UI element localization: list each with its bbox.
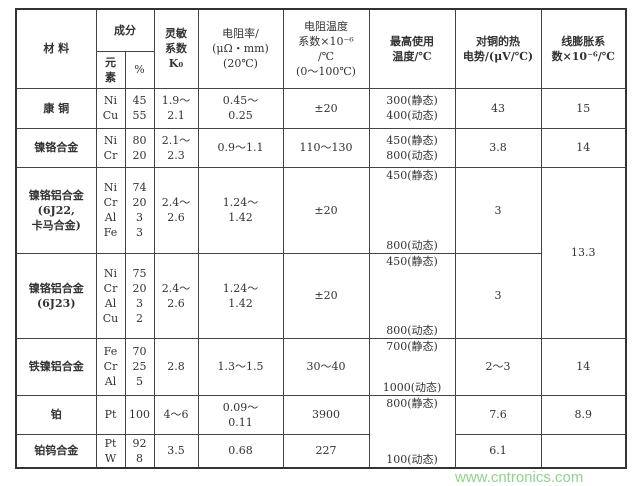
max-temp-static: 700(静态)	[386, 339, 438, 353]
elements: Pt	[95, 394, 126, 436]
resistivity: 0.09～ 0.11	[197, 394, 284, 436]
material: 铁镍铝合金	[15, 337, 97, 396]
expansion: 13.3	[540, 166, 627, 339]
thermo-emf: 3.8	[454, 127, 542, 168]
resistivity: 0.9～1.1	[197, 127, 284, 168]
resistivity: 1.3～1.5	[197, 337, 284, 396]
header-expansion: 线膨胀系 数×10⁻⁶/℃	[540, 8, 627, 89]
k0: 2.4～ 2.6	[153, 252, 199, 339]
temp-coeff: 3900	[282, 394, 370, 436]
table-row: 镍铬铝合金 (6J22, 卡马合金) Ni Cr Al Fe 74 20 3 3…	[15, 166, 627, 339]
resistivity: 1.24～ 1.42	[197, 166, 284, 254]
header-material: 材 料	[15, 8, 97, 89]
elements: Fe Cr Al	[95, 337, 126, 396]
header-max-temp: 最高使用 温度/℃	[368, 8, 456, 89]
watermark-url: www.cntronics.com	[455, 469, 584, 486]
max-temp-static: 800(静态)	[386, 396, 438, 410]
material: 镍铬铝合金 (6J23)	[15, 252, 97, 339]
max-temp: 450(静态) 800(动态)	[368, 127, 456, 168]
elements: Ni Cu	[95, 87, 126, 129]
max-temp-dynamic: 800(动态)	[386, 323, 438, 337]
percents: 92 8	[124, 434, 155, 468]
header-composition: 成分	[95, 8, 155, 52]
expansion: 8.9	[540, 394, 627, 436]
header-row: 材 料 成分 灵敏 系数 K₀ 电阻率/ (μΩ・mm) (20℃) 电阻温度 …	[15, 8, 627, 89]
percents: 70 25 5	[124, 337, 155, 396]
elements: Ni Cr Al Cu	[95, 252, 126, 339]
thermo-emf: 6.1	[454, 434, 542, 468]
elements: Ni Cr	[95, 127, 126, 168]
max-temp-static: 450(静态)	[386, 254, 438, 268]
material: 铂	[15, 394, 97, 436]
subheader-row: 元 素 %	[16, 50, 626, 89]
table-row: 镍铬合金 Ni Cr 80 20 2.1～ 2.3 0.9～1.1 110～13…	[15, 127, 627, 168]
temp-coeff: 110～130	[282, 127, 370, 168]
header-element: 元 素	[95, 50, 126, 89]
max-temp-dynamic: 1000(动态)	[382, 380, 442, 394]
expansion	[540, 434, 627, 468]
elements: Pt W	[95, 434, 126, 468]
alloy-properties-table: 材 料 成分 灵敏 系数 K₀ 电阻率/ (μΩ・mm) (20℃) 电阻温度 …	[15, 8, 627, 469]
k0: 4～6	[153, 394, 199, 436]
expansion: 14	[540, 337, 627, 396]
k0: 2.4～ 2.6	[153, 166, 199, 254]
max-temp-static: 450(静态)	[386, 168, 438, 182]
percents: 80 20	[124, 127, 155, 168]
expansion: 15	[540, 87, 627, 129]
k0: 3.5	[153, 434, 199, 468]
table-row: 铂钨合金 Pt W 92 8 3.5 0.68 227 6.1	[15, 434, 627, 468]
material: 镍铬合金	[15, 127, 97, 168]
thermo-emf: 3	[454, 166, 542, 254]
max-temp: 800(静态) 100(动态)	[368, 394, 456, 468]
header-sensitivity: 灵敏 系数 K₀	[153, 8, 199, 89]
k0: 2.1～ 2.3	[153, 127, 199, 168]
thermo-emf: 7.6	[454, 394, 542, 436]
percents: 75 20 3 2	[124, 252, 155, 339]
thermo-emf: 2～3	[454, 337, 542, 396]
temp-coeff: ±20	[282, 252, 370, 339]
table-row: 铂 Pt 100 4～6 0.09～ 0.11 3900 800(静态) 100(…	[15, 394, 627, 468]
table-row: 镍铬铝合金 (6J23) Ni Cr Al Cu 75 20 3 2 2.4～ …	[15, 252, 626, 339]
temp-coeff: 30～40	[282, 337, 370, 396]
material: 康 铜	[15, 87, 97, 129]
max-temp-dynamic: 100(动态)	[386, 452, 438, 466]
thermo-emf: 3	[454, 252, 542, 339]
elements: Ni Cr Al Fe	[95, 166, 126, 254]
temp-coeff: ±20	[282, 166, 370, 254]
k0: 1.9～ 2.1	[153, 87, 199, 129]
k0: 2.8	[153, 337, 199, 396]
expansion: 14	[540, 127, 627, 168]
max-temp: 700(静态) 1000(动态)	[368, 337, 456, 396]
resistivity: 1.24～ 1.42	[197, 252, 284, 339]
temp-coeff: ±20	[282, 87, 370, 129]
percents: 74 20 3 3	[124, 166, 155, 254]
max-temp-dynamic: 800(动态)	[386, 238, 438, 252]
table-row: 铁镍铝合金 Fe Cr Al 70 25 5 2.8 1.3～1.5 30～40…	[15, 337, 627, 396]
resistivity: 0.45～ 0.25	[197, 87, 284, 129]
max-temp: 450(静态) 800(动态)	[368, 166, 456, 254]
material: 铂钨合金	[15, 434, 97, 468]
header-percent: %	[124, 50, 155, 89]
table-row: 康 铜 Ni Cu 45 55 1.9～ 2.1 0.45～ 0.25 ±20 …	[15, 87, 627, 129]
header-thermo-emf: 对铜的热 电势/(μV/℃)	[454, 8, 542, 89]
percents: 45 55	[124, 87, 155, 129]
material: 镍铬铝合金 (6J22, 卡马合金)	[15, 166, 97, 254]
header-resistivity: 电阻率/ (μΩ・mm) (20℃)	[197, 8, 284, 89]
temp-coeff: 227	[282, 434, 370, 468]
thermo-emf: 43	[454, 87, 542, 129]
percents: 100	[124, 394, 155, 436]
max-temp: 450(静态) 800(动态)	[368, 252, 456, 339]
resistivity: 0.68	[197, 434, 284, 468]
header-temp-coeff: 电阻温度 系数×10⁻⁶ /℃ (0～100℃)	[282, 8, 370, 89]
max-temp: 300(静态) 400(动态)	[368, 87, 456, 129]
